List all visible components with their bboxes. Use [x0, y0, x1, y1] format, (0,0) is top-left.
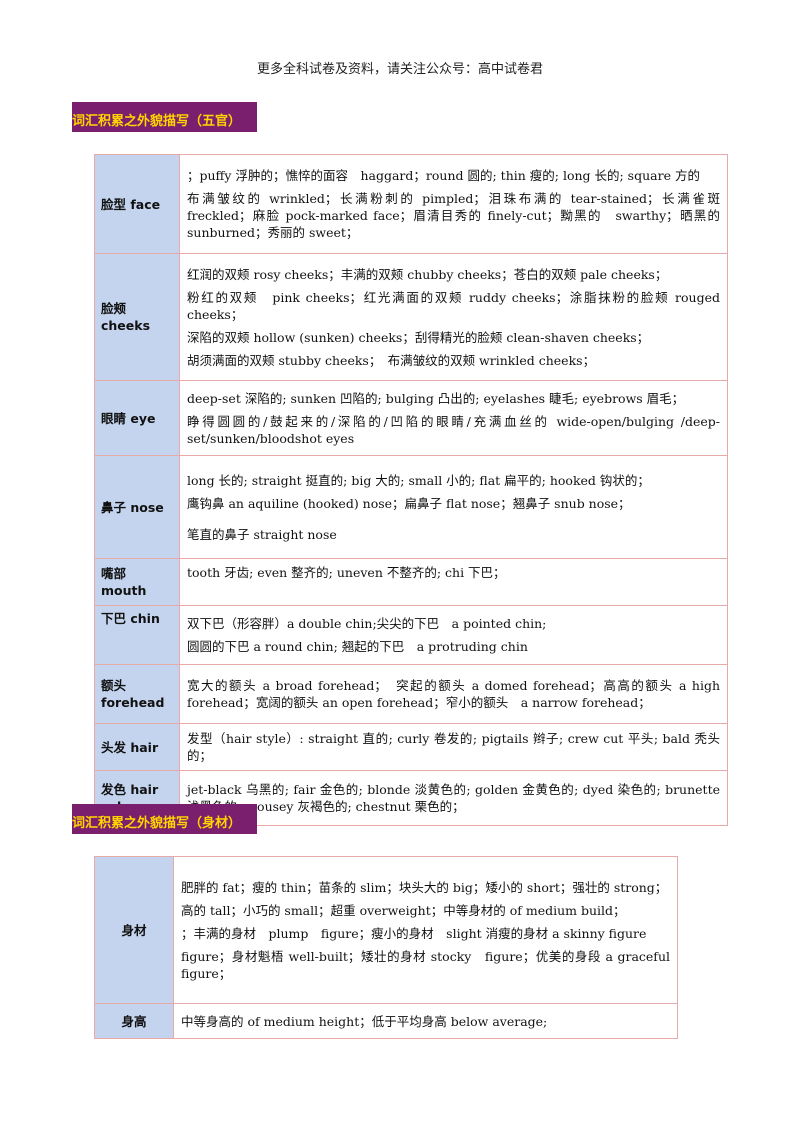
content-line: 睁得圆圆的/鼓起来的/深陷的/凹陷的眼睛/充满血丝的 wide-open/bul…	[187, 413, 720, 446]
row-label: 眼睛 eye	[94, 380, 180, 456]
table-row: 鼻子 nose long 长的; straight 挺直的; big 大的; s…	[94, 455, 728, 559]
content-line: 高的 tall；小巧的 small；超重 overweight；中等身材的 of…	[181, 902, 626, 918]
row-content: ；puffy 浮肿的；憔悴的面容 haggard；round 圆的; thin …	[179, 154, 733, 254]
content-line: 双下巴（形容胖）a double chin;尖尖的下巴 a pointed ch…	[187, 616, 547, 631]
row-content: long 长的; straight 挺直的; big 大的; small 小的;…	[179, 455, 728, 559]
content-line: 中等身高的 of medium height；低于平均身高 below aver…	[181, 1013, 548, 1029]
table-row: 脸型 face ；puffy 浮肿的；憔悴的面容 haggard；round 圆…	[94, 154, 733, 254]
row-label: 身高	[94, 1003, 174, 1039]
row-content: tooth 牙齿; even 整齐的; uneven 不整齐的; chi 下巴；	[179, 558, 728, 606]
facial-features-table: 脸型 face ；puffy 浮肿的；憔悴的面容 haggard；round 圆…	[94, 154, 733, 826]
header-note: 更多全科试卷及资料，请关注公众号：高中试卷君	[256, 62, 543, 77]
content-line: long 长的; straight 挺直的; big 大的; small 小的;…	[187, 472, 650, 488]
table-row: 下巴 chin 双下巴（形容胖）a double chin;尖尖的下巴 a po…	[94, 605, 728, 665]
content-line: ；丰满的身材 plump figure；瘦小的身材 slight 消瘦的身材 a…	[181, 925, 647, 941]
row-content: 发型（hair style）: straight 直的; curly 卷发的; …	[179, 723, 728, 771]
content-line: 宽大的额头 a broad forehead； 突起的额头 a domed fo…	[187, 678, 720, 710]
row-content: 中等身高的 of medium height；低于平均身高 below aver…	[173, 1003, 678, 1039]
row-content: jet-black 乌黑的; fair 金色的; blonde 淡黄色的; go…	[179, 770, 728, 826]
content-line: 布满皱纹的 wrinkled；长满粉刺的 pimpled；泪珠布满的 tear-…	[187, 191, 733, 240]
content-line: 粉红的双颊 pink cheeks；红光满面的双颊 ruddy cheeks；涂…	[187, 289, 720, 322]
row-content: 肥胖的 fat；瘦的 thin；苗条的 slim；块头大的 big；矮小的 sh…	[173, 856, 678, 1004]
row-label: 鼻子 nose	[94, 455, 180, 559]
content-line: 圆圆的下巴 a round chin; 翘起的下巴 a protruding c…	[187, 639, 528, 654]
section-title-facial-features: 词汇积累之外貌描写（五官）	[72, 102, 257, 132]
content-line: figure；身材魁梧 well-built；矮壮的身材 stocky figu…	[181, 948, 670, 981]
row-label: 身材	[94, 856, 174, 1004]
table-row: 脸颊 cheeks 红润的双颊 rosy cheeks；丰满的双颊 chubby…	[94, 253, 728, 381]
row-label: 下巴 chin	[94, 605, 180, 665]
row-label: 头发 hair	[94, 723, 180, 771]
row-content: deep-set 深陷的; sunken 凹陷的; bulging 凸出的; e…	[179, 380, 728, 456]
content-line: tooth 牙齿; even 整齐的; uneven 不整齐的; chi 下巴；	[187, 565, 506, 580]
content-line: 红润的双颊 rosy cheeks；丰满的双颊 chubby cheeks；苍白…	[187, 266, 668, 282]
row-label: 脸型 face	[94, 154, 180, 254]
content-line: ；puffy 浮肿的；憔悴的面容 haggard；round 圆的; thin …	[187, 168, 700, 183]
content-line: 鹰钩鼻 an aquiline (hooked) nose；扁鼻子 flat n…	[187, 495, 631, 511]
row-label: 脸颊 cheeks	[94, 253, 180, 381]
table-row: 身高 中等身高的 of medium height；低于平均身高 below a…	[94, 1003, 678, 1039]
section-title-body-figure: 词汇积累之外貌描写（身材）	[72, 804, 257, 834]
table-row: 嘴部 mouth tooth 牙齿; even 整齐的; uneven 不整齐的…	[94, 558, 728, 606]
row-label: 嘴部 mouth	[94, 558, 180, 606]
table-row: 头发 hair 发型（hair style）: straight 直的; cur…	[94, 723, 728, 771]
content-line: 发型（hair style）: straight 直的; curly 卷发的; …	[187, 731, 720, 763]
content-line: 肥胖的 fat；瘦的 thin；苗条的 slim；块头大的 big；矮小的 sh…	[181, 879, 668, 895]
content-line: 深陷的双颊 hollow (sunken) cheeks；刮得精光的脸颊 cle…	[187, 329, 650, 345]
row-content: 红润的双颊 rosy cheeks；丰满的双颊 chubby cheeks；苍白…	[179, 253, 728, 381]
body-figure-table: 身材 肥胖的 fat；瘦的 thin；苗条的 slim；块头大的 big；矮小的…	[94, 856, 678, 1039]
table-row: 身材 肥胖的 fat；瘦的 thin；苗条的 slim；块头大的 big；矮小的…	[94, 856, 678, 1004]
row-content: 双下巴（形容胖）a double chin;尖尖的下巴 a pointed ch…	[179, 605, 728, 665]
table-row: 额头 forehead 宽大的额头 a broad forehead； 突起的额…	[94, 664, 728, 724]
table-row: 眼睛 eye deep-set 深陷的; sunken 凹陷的; bulging…	[94, 380, 728, 456]
content-line: 笔直的鼻子 straight nose	[187, 526, 337, 542]
content-line: jet-black 乌黑的; fair 金色的; blonde 淡黄色的; go…	[187, 782, 720, 814]
row-content: 宽大的额头 a broad forehead； 突起的额头 a domed fo…	[179, 664, 728, 724]
row-label: 额头 forehead	[94, 664, 180, 724]
content-line: 胡须满面的双颊 stubby cheeks； 布满皱纹的双颊 wrinkled …	[187, 352, 596, 368]
content-line: deep-set 深陷的; sunken 凹陷的; bulging 凸出的; e…	[187, 390, 685, 406]
